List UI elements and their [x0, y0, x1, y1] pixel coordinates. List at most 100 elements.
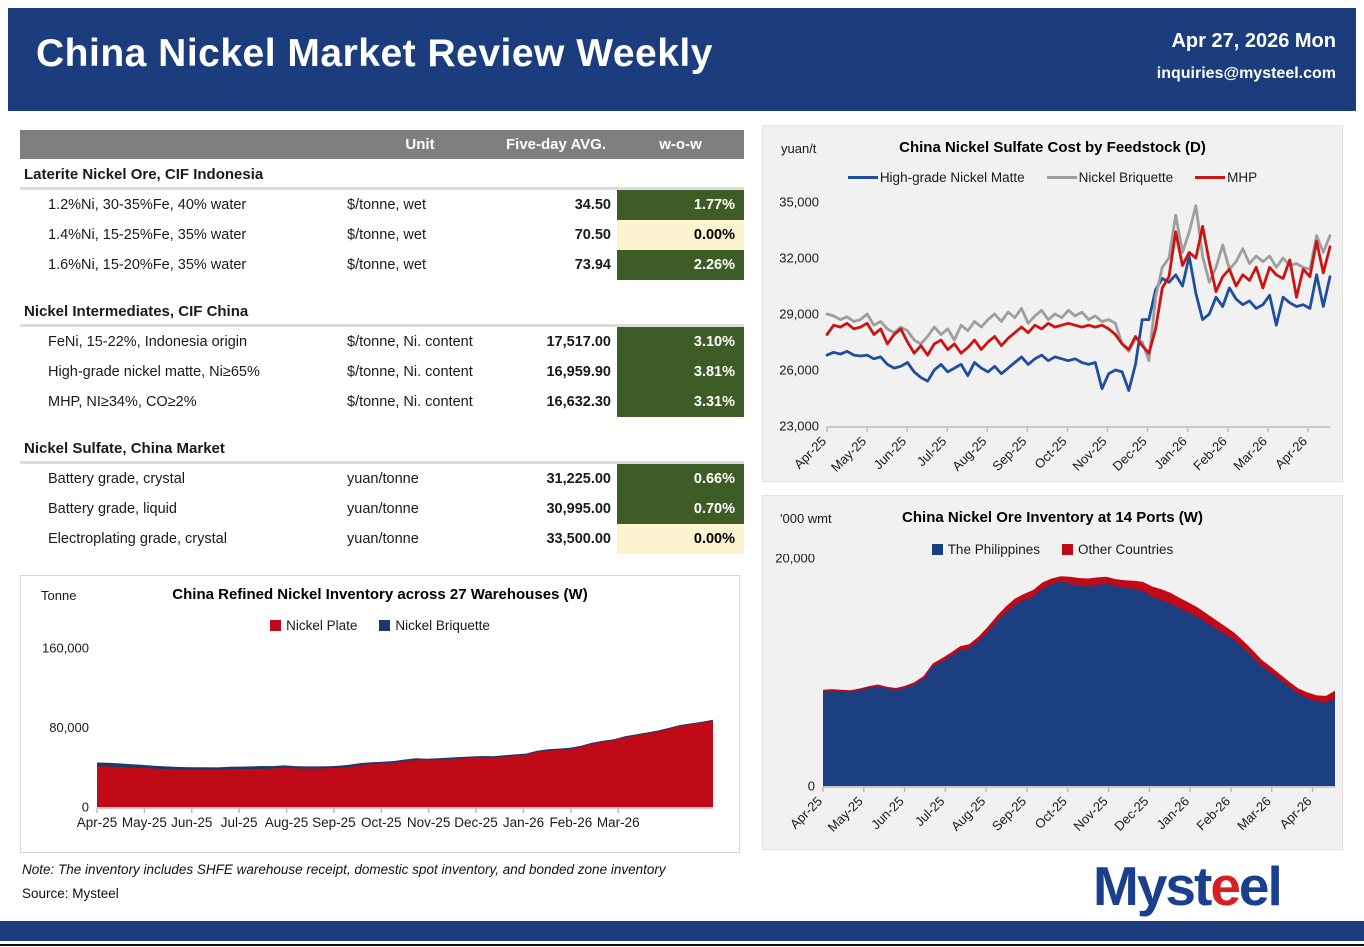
legend-item: MHP [1195, 170, 1257, 185]
svg-text:Dec-25: Dec-25 [1110, 434, 1150, 474]
svg-text:Apr-25: Apr-25 [77, 815, 118, 830]
svg-text:Jul-25: Jul-25 [221, 815, 258, 830]
col-avg: Five-day AVG. [505, 136, 607, 153]
legend-label: The Philippines [947, 542, 1040, 557]
svg-text:20,000: 20,000 [775, 554, 815, 566]
table-row: 1.2%Ni, 30-35%Fe, 40% water $/tonne, wet 3… [20, 190, 744, 220]
row-five-day-avg: 73.94 [574, 257, 611, 273]
chart-title: China Nickel Ore Inventory at 14 Ports (… [902, 509, 1203, 526]
svg-text:Nov-25: Nov-25 [1070, 794, 1110, 834]
col-unit: Unit [405, 136, 435, 153]
svg-text:Nov-25: Nov-25 [1069, 434, 1109, 474]
row-item-label: 1.6%Ni, 15-20%Fe, 35% water [48, 257, 247, 273]
svg-text:Sep-25: Sep-25 [989, 794, 1029, 834]
svg-text:26,000: 26,000 [779, 363, 819, 378]
svg-text:Jun-25: Jun-25 [871, 434, 910, 473]
sulfate-cost-chart: 23,000 26,000 29,000 32,000 35,000 Apr-25May-… [779, 195, 1332, 475]
svg-text:Dec-25: Dec-25 [454, 815, 498, 830]
legend-swatch [847, 176, 878, 179]
bottom-border-line [0, 944, 1364, 946]
legend-swatch [1046, 176, 1077, 179]
svg-text:35,000: 35,000 [779, 195, 819, 210]
refined-nickel-inventory-chart: 0 80,000 160,000 Apr-25 May-25 Jun-25 Jul-25 Au… [42, 641, 713, 830]
legend-label: High-grade Nickel Matte [879, 170, 1025, 185]
sulfate-cost-chart-panel: yuan/t China Nickel Sulfate Cost by Feed… [762, 125, 1343, 482]
legend-item: Nickel Plate [270, 618, 357, 633]
svg-text:23,000: 23,000 [779, 419, 819, 434]
legend-swatch [1195, 176, 1226, 179]
svg-text:Aug-25: Aug-25 [948, 794, 988, 834]
table-row: Battery grade, liquid yuan/tonne 30,995.00… [20, 494, 744, 524]
header-banner: China Nickel Market Review Weekly Apr 27… [8, 8, 1356, 111]
svg-text:Nov-25: Nov-25 [407, 815, 451, 830]
source-label: Source: Mysteel [22, 886, 119, 901]
row-wow-badge: 3.81% [617, 357, 744, 387]
row-item-label: Battery grade, crystal [48, 471, 185, 487]
svg-text:Oct-25: Oct-25 [1032, 794, 1070, 832]
legend-item: Nickel Briquette [1046, 170, 1174, 185]
row-unit: $/tonne, wet [347, 227, 426, 243]
svg-text:May-25: May-25 [828, 434, 869, 475]
row-unit: yuan/tonne [347, 501, 419, 517]
row-wow-badge: 3.31% [617, 387, 744, 417]
svg-text:Mar-26: Mar-26 [1230, 434, 1270, 474]
chart-legend: The Philippines Other Countries [763, 542, 1342, 557]
row-five-day-avg: 17,517.00 [546, 334, 611, 350]
table-row: Battery grade, crystal yuan/tonne 31,225.0… [20, 464, 744, 494]
legend-item: High-grade Nickel Matte [847, 170, 1025, 185]
svg-text:Apr-25: Apr-25 [787, 794, 825, 832]
ore-inventory-chart-panel: '000 wmt China Nickel Ore Inventory at 1… [762, 495, 1343, 850]
legend-swatch [379, 620, 391, 631]
svg-text:Apr-26: Apr-26 [1272, 434, 1310, 472]
logo-part-3: el [1238, 855, 1283, 917]
row-wow-badge: 2.26% [617, 250, 744, 280]
svg-text:May-25: May-25 [825, 794, 866, 835]
section-title: Laterite Nickel Ore, CIF Indonesia [20, 159, 744, 190]
row-wow-badge: 1.77% [617, 190, 744, 220]
svg-text:0: 0 [808, 779, 815, 794]
legend-label: Nickel Briquette [1078, 170, 1174, 185]
price-table-sections: Laterite Nickel Ore, CIF Indonesia 1.2%Ni… [20, 159, 744, 554]
row-unit: yuan/tonne [347, 471, 419, 487]
svg-text:Feb-26: Feb-26 [1193, 794, 1233, 834]
axis-unit-label: '000 wmt [780, 511, 832, 526]
row-item-label: FeNi, 15-22%, Indonesia origin [48, 334, 248, 350]
svg-text:32,000: 32,000 [779, 251, 819, 266]
svg-text:Jan-26: Jan-26 [503, 815, 544, 830]
row-unit: $/tonne, wet [347, 197, 426, 213]
table-row: Electroplating grade, crystal yuan/tonne 3… [20, 524, 744, 554]
svg-text:Jul-25: Jul-25 [912, 794, 948, 830]
section-title: Nickel Sulfate, China Market [20, 433, 744, 464]
row-item-label: 1.2%Ni, 30-35%Fe, 40% water [48, 197, 247, 213]
table-row: MHP, NI≥34%, CO≥2% $/tonne, Ni. content 16… [20, 387, 744, 417]
legend-label: Other Countries [1078, 542, 1174, 557]
svg-text:Mar-26: Mar-26 [597, 815, 640, 830]
svg-text:Oct-25: Oct-25 [1031, 434, 1069, 472]
svg-text:Feb-26: Feb-26 [549, 815, 592, 830]
chart-legend: High-grade Nickel Matte Nickel Briquette M… [763, 170, 1342, 185]
row-item-label: High-grade nickel matte, Ni≥65% [48, 364, 260, 380]
legend-item: The Philippines [931, 542, 1040, 557]
legend-swatch [931, 544, 943, 555]
row-five-day-avg: 30,995.00 [546, 501, 611, 517]
row-item-label: Battery grade, liquid [48, 501, 177, 517]
svg-text:29,000: 29,000 [779, 307, 819, 322]
chart-title: China Nickel Sulfate Cost by Feedstock (… [899, 139, 1206, 156]
table-row: 1.6%Ni, 15-20%Fe, 35% water $/tonne, wet 7… [20, 250, 744, 280]
bottom-bar [0, 921, 1364, 941]
row-five-day-avg: 16,632.30 [546, 394, 611, 410]
row-wow-badge: 0.66% [617, 464, 744, 494]
table-row: High-grade nickel matte, Ni≥65% $/tonne, … [20, 357, 744, 387]
mysteel-logo: Mysteel [1093, 854, 1283, 918]
row-item-label: Electroplating grade, crystal [48, 531, 227, 547]
row-five-day-avg: 70.50 [574, 227, 611, 243]
svg-text:Apr-26: Apr-26 [1276, 794, 1314, 832]
row-five-day-avg: 16,959.90 [546, 364, 611, 380]
row-item-label: 1.4%Ni, 15-25%Fe, 35% water [48, 227, 247, 243]
svg-text:Oct-25: Oct-25 [361, 815, 402, 830]
axis-unit-label: Tonne [41, 588, 77, 603]
legend-item: Nickel Briquette [379, 618, 490, 633]
svg-text:160,000: 160,000 [42, 641, 89, 656]
chart-title: China Refined Nickel Inventory across 27… [172, 586, 588, 603]
legend-item: Other Countries [1062, 542, 1173, 557]
